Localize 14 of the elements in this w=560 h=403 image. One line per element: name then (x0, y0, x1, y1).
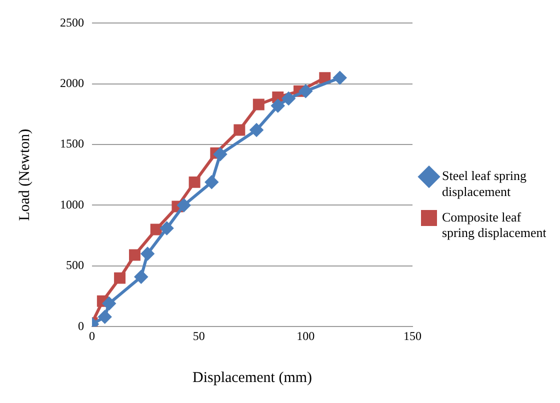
y-tick-label: 2000 (60, 76, 84, 90)
y-tick-label: 0 (78, 318, 84, 333)
x-axis-title: Displacement (mm) (192, 370, 312, 386)
y-tick-label: 1000 (60, 197, 84, 212)
y-tick-label: 1500 (60, 136, 84, 151)
x-tick-label: 50 (192, 328, 205, 343)
x-tick-label: 0 (89, 328, 95, 343)
legend-label: Steel leaf spring displacement (442, 168, 527, 199)
x-tick-label: 100 (296, 328, 315, 343)
y-axis-title: Load (Newton) (16, 128, 33, 221)
x-tick-label: 150 (404, 328, 422, 343)
legend-label: Composite leaf spring displacement (442, 209, 547, 240)
y-tick-label: 500 (66, 258, 84, 272)
y-tick-label: 2500 (60, 15, 84, 30)
